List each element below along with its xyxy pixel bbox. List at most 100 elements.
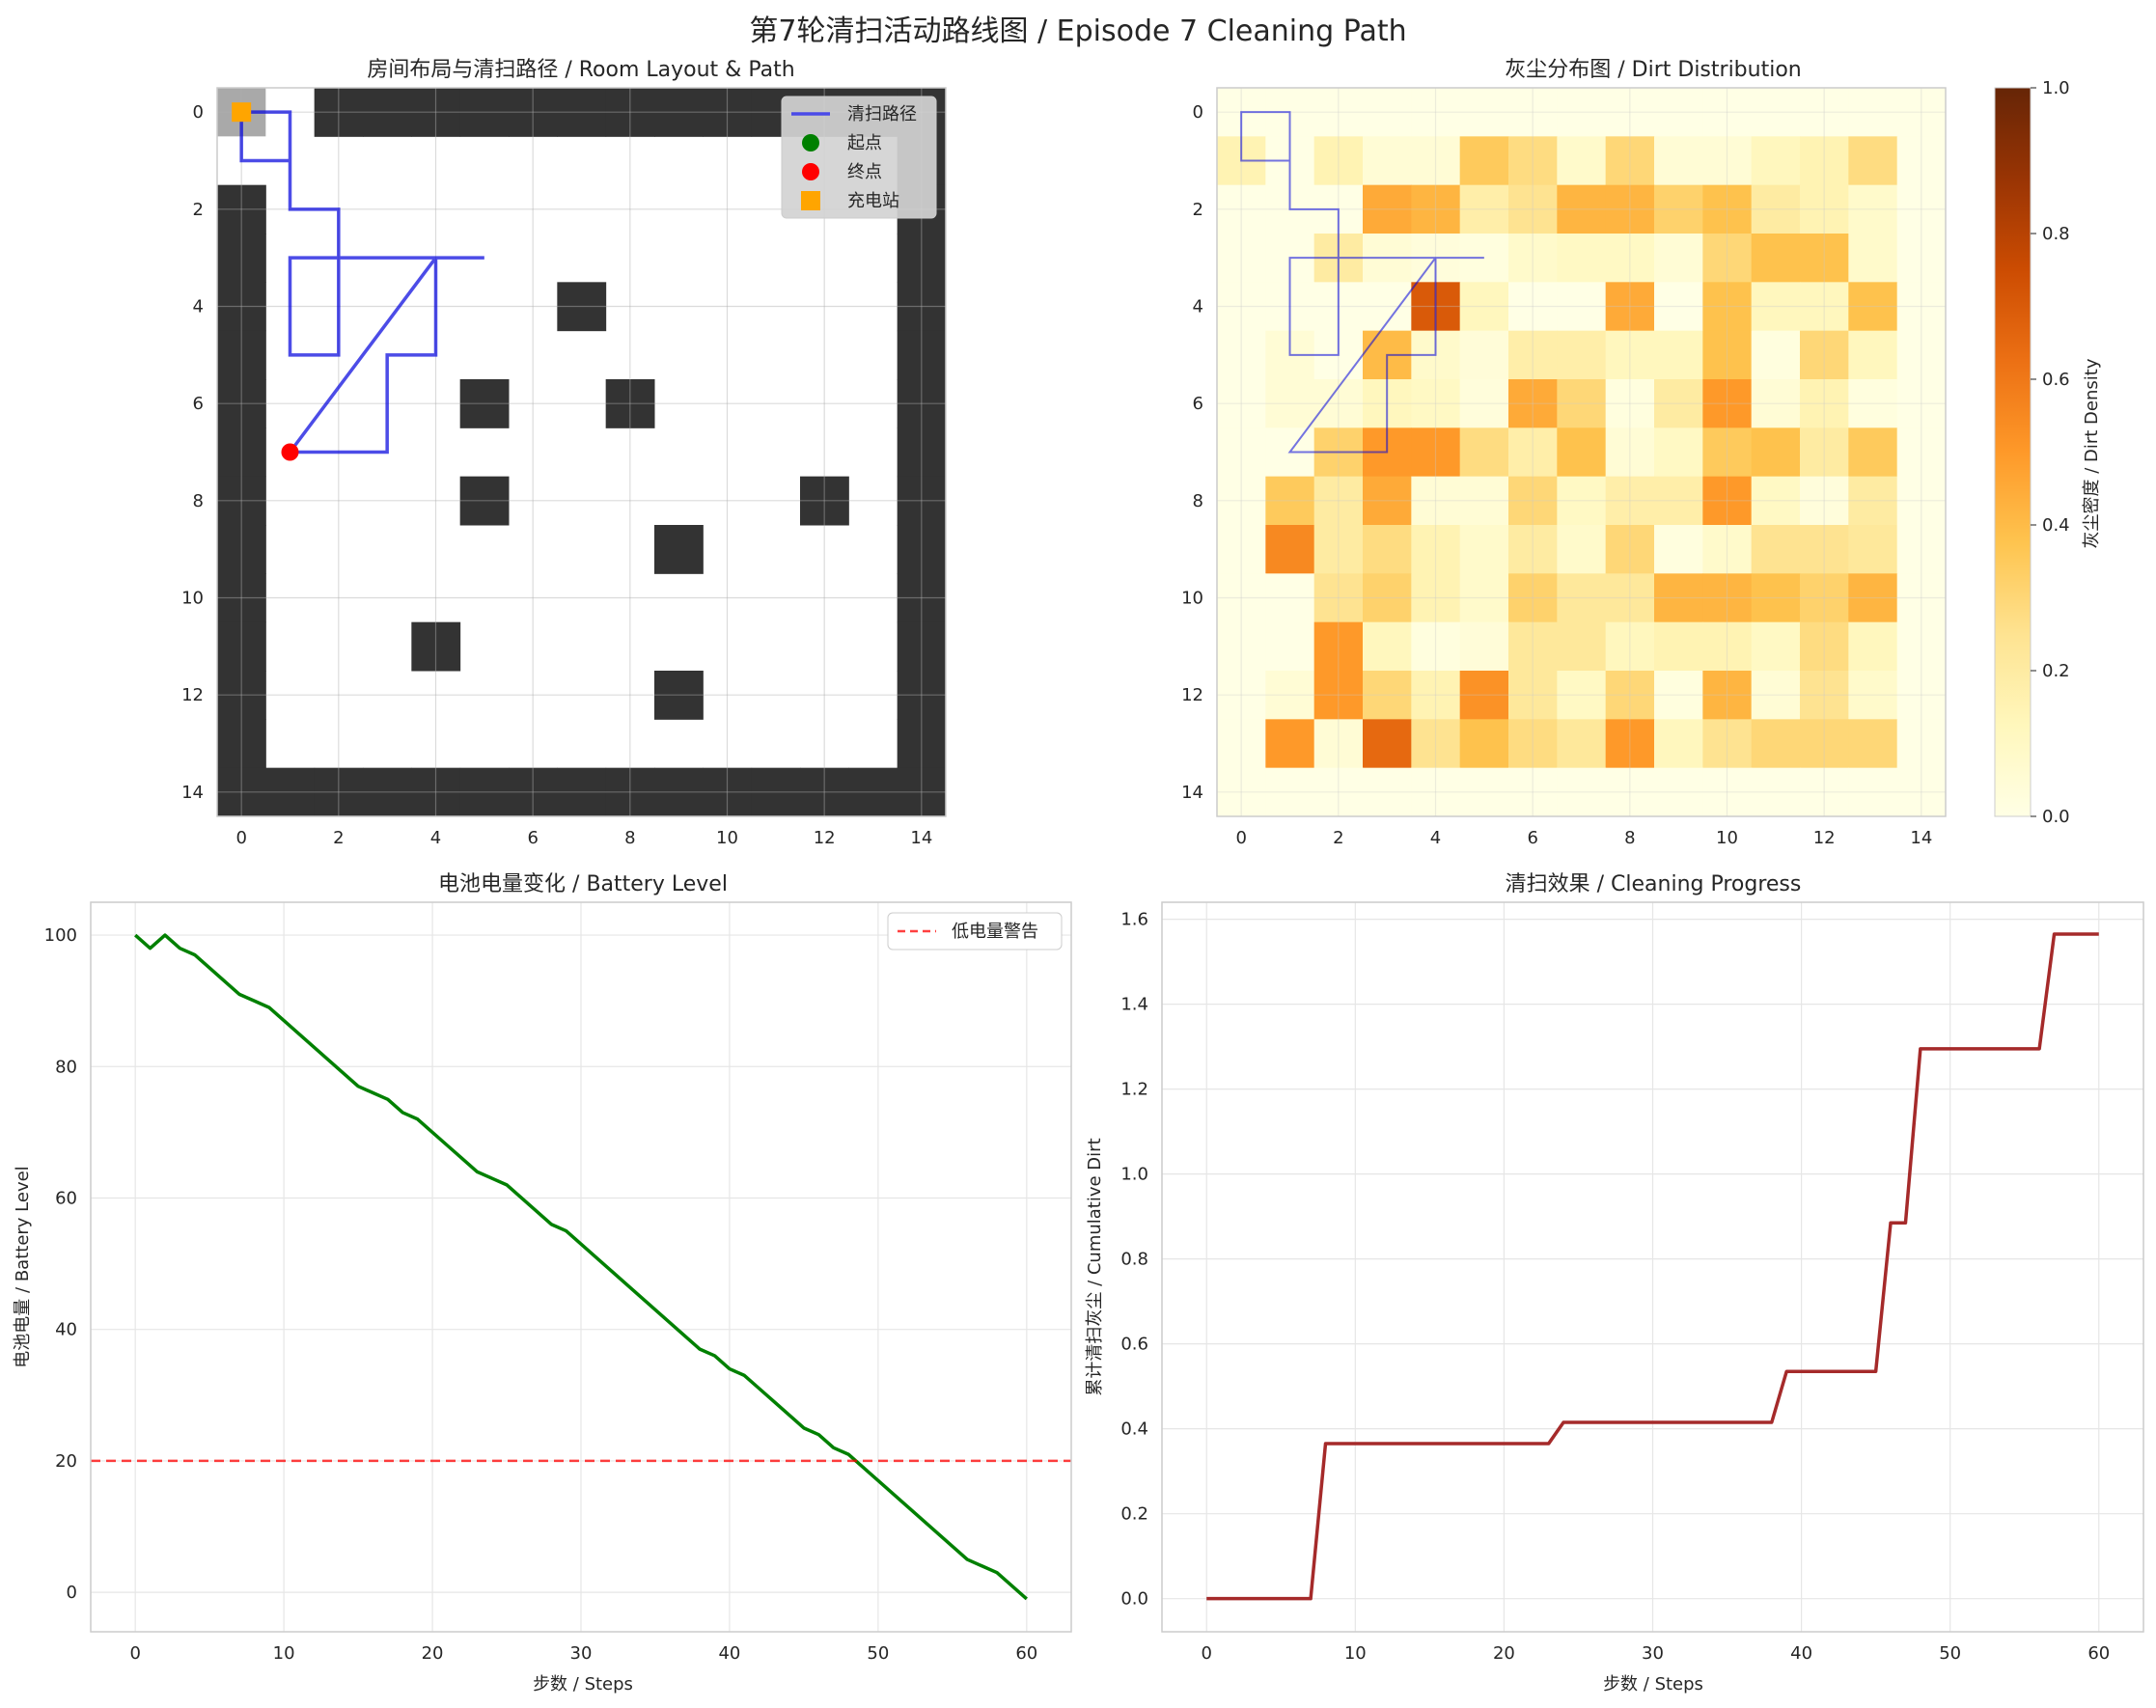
y-tick-label: 0.2 (1120, 1504, 1148, 1525)
obstacle-cell (217, 671, 266, 720)
y-tick-label: 8 (1193, 491, 1203, 511)
y-tick-label: 14 (181, 783, 204, 803)
heatmap-cell (1217, 621, 1266, 672)
room-layout-panel: 房间布局与清扫路径 / Room Layout & Path 0 2 4 6 8 10 12… (181, 58, 947, 848)
heatmap-cell (1848, 330, 1898, 380)
heatmap-cell (1702, 282, 1753, 332)
heatmap-cell (1800, 573, 1849, 623)
heatmap-cell (1848, 621, 1898, 672)
heatmap-cell (1751, 136, 1801, 186)
heatmap-cell (1508, 234, 1558, 283)
heatmap-cell (1654, 330, 1703, 380)
y-tick-label: 1.0 (1120, 1165, 1148, 1185)
progress-title: 清扫效果 / Cleaning Progress (1506, 872, 1802, 896)
colorbar-tick-label: 1.0 (2042, 78, 2070, 98)
heatmap-cell (1557, 719, 1607, 769)
heatmap-cell (1557, 621, 1607, 672)
x-tick-label: 6 (527, 828, 538, 848)
heatmap-cell (1265, 671, 1315, 720)
heatmap-cell (1217, 767, 1266, 817)
heatmap-cell (1654, 136, 1703, 186)
heatmap-cell (1557, 88, 1607, 137)
x-tick-label: 8 (624, 828, 635, 848)
heatmap-cell (1751, 282, 1801, 332)
obstacle-cell (265, 767, 316, 817)
y-tick-label: 0.4 (1120, 1419, 1148, 1440)
charging-station-marker (232, 102, 252, 123)
battery-line (134, 933, 1028, 1601)
legend-square-swatch (801, 191, 820, 210)
heatmap-cell (1800, 767, 1849, 817)
obstacle-cell (897, 671, 947, 720)
heatmap-cell (1654, 621, 1703, 672)
heatmap-cell (1217, 719, 1266, 769)
heatmap-cell (1896, 719, 1947, 769)
heatmap-cell (1217, 525, 1266, 574)
heatmap-cell (1800, 88, 1849, 137)
heatmap-cell (1800, 476, 1849, 526)
x-tick-label: 2 (1333, 828, 1343, 848)
heatmap-cell (1848, 184, 1898, 234)
y-tick-label: 100 (44, 925, 77, 946)
heatmap-cell (1508, 379, 1558, 428)
obstacle-cell (217, 184, 266, 234)
heatmap-cell (1654, 234, 1703, 283)
heatmap-cell (1265, 525, 1315, 574)
heatmap-cell (1363, 621, 1412, 672)
y-tick-label: 14 (1181, 783, 1203, 803)
heatmap-cell (1751, 621, 1801, 672)
heatmap-cell (1265, 379, 1315, 428)
heatmap-cell (1557, 671, 1607, 720)
heatmap-cell (1508, 573, 1558, 623)
heatmap-cell (1605, 136, 1655, 186)
obstacle-cell (897, 767, 947, 817)
heatmap-cell (1848, 282, 1898, 332)
heatmap-cell (1654, 767, 1703, 817)
heatmap-cell (1557, 427, 1607, 478)
heatmap-cell (1702, 330, 1753, 380)
y-tick-label: 1.2 (1120, 1080, 1148, 1100)
heatmap-cell (1848, 671, 1898, 720)
heatmap-cell (1459, 525, 1509, 574)
obstacle-cell (897, 621, 947, 672)
x-tick-label: 50 (1939, 1643, 1961, 1664)
y-tick-label: 60 (55, 1188, 77, 1208)
heatmap-cell (1411, 621, 1461, 672)
heatmap-cell (1605, 427, 1655, 478)
heatmap-cell (1896, 671, 1947, 720)
heatmap-cell (1751, 88, 1801, 137)
heatmap-cell (1265, 719, 1315, 769)
heatmap-cell (1363, 476, 1412, 526)
heatmap-cell (1702, 719, 1753, 769)
x-tick-label: 30 (570, 1643, 593, 1664)
dirt-title: 灰尘分布图 / Dirt Distribution (1505, 58, 1801, 82)
obstacle-cell (411, 88, 461, 137)
x-tick-label: 12 (814, 828, 836, 848)
heatmap-cell (1896, 767, 1947, 817)
heatmap-cell (1654, 282, 1703, 332)
heatmap-cell (1702, 767, 1753, 817)
heatmap-cell (1896, 379, 1947, 428)
heatmap-cell (1313, 476, 1364, 526)
x-tick-label: 4 (430, 828, 441, 848)
heatmap-cell (1654, 476, 1703, 526)
heatmap-cell (1265, 621, 1315, 672)
obstacle-cell (411, 621, 461, 672)
x-tick-label: 60 (1015, 1643, 1037, 1664)
colorbar-tick-label: 0.4 (2042, 515, 2070, 536)
obstacle-cell (217, 427, 266, 478)
obstacle-cell (605, 379, 655, 428)
colorbar-tick-label: 0.2 (2042, 661, 2070, 681)
heatmap-cell (1702, 136, 1753, 186)
heatmap-cell (1508, 671, 1558, 720)
end-marker (281, 443, 299, 461)
heatmap-cell (1313, 525, 1364, 574)
heatmap-cell (1459, 427, 1509, 478)
obstacle-cell (897, 573, 947, 623)
heatmap-cell (1896, 184, 1947, 234)
y-tick-label: 1.4 (1120, 995, 1148, 1015)
y-tick-label: 4 (193, 297, 204, 317)
heatmap-cell (1751, 234, 1801, 283)
heatmap-cell (1313, 88, 1364, 137)
